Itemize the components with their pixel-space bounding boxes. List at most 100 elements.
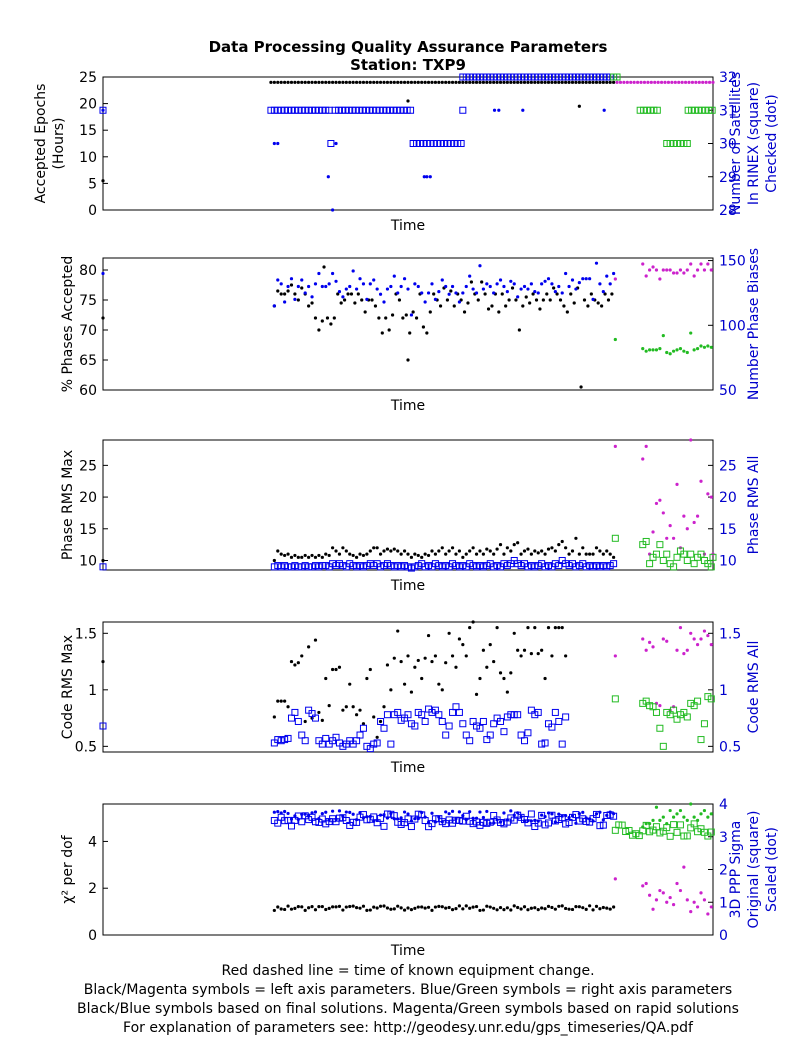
data-point — [365, 297, 369, 302]
data-point-square — [659, 556, 667, 564]
data-point — [540, 80, 544, 84]
data-point — [540, 648, 544, 652]
panel-1: 0 5 10 15 20 25 28 29 30 31 32 Time Accepted Epochs(… — [33, 70, 780, 234]
data-point — [372, 715, 376, 719]
data-point — [468, 549, 472, 553]
data-point — [444, 80, 448, 84]
data-point — [409, 908, 414, 912]
data-point — [675, 648, 679, 652]
data-point — [375, 546, 379, 550]
data-point — [375, 906, 379, 910]
data-point — [283, 907, 287, 912]
data-point — [517, 328, 521, 332]
data-point — [553, 907, 557, 911]
data-point — [546, 811, 551, 815]
data-point — [648, 268, 652, 272]
data-point — [615, 80, 619, 84]
data-point — [445, 298, 450, 302]
data-point — [584, 80, 588, 84]
data-point — [500, 292, 504, 296]
y-axis-label-right: Scaled (dot) — [764, 827, 780, 912]
data-point — [307, 80, 311, 84]
data-point — [375, 80, 379, 84]
left-tick-label: 25 — [79, 70, 97, 86]
data-point — [293, 814, 297, 818]
data-point — [572, 301, 576, 305]
data-point — [509, 809, 513, 813]
data-point — [659, 80, 664, 84]
data-point — [428, 310, 432, 314]
data-point-square — [707, 695, 715, 703]
data-point-square — [404, 711, 412, 719]
data-point — [502, 811, 506, 815]
data-point — [399, 284, 403, 289]
data-point — [632, 80, 636, 84]
data-point — [651, 265, 655, 269]
data-point — [699, 812, 703, 816]
data-point — [558, 298, 563, 302]
data-point — [702, 898, 707, 902]
data-point — [296, 555, 300, 559]
data-point — [498, 820, 503, 824]
data-point — [641, 637, 645, 641]
data-point — [550, 282, 554, 286]
data-point — [310, 301, 314, 305]
data-point — [648, 348, 652, 352]
data-point — [629, 80, 633, 84]
data-point — [438, 304, 443, 308]
right-tick-label: 15 — [719, 522, 737, 538]
data-point — [289, 659, 294, 664]
data-point — [334, 80, 338, 84]
footer-line-3: Black/Blue symbols based on final soluti… — [77, 1001, 739, 1017]
data-point — [272, 715, 276, 719]
data-point — [334, 549, 338, 553]
data-point — [483, 292, 487, 296]
data-point — [495, 818, 499, 822]
data-point — [594, 546, 599, 550]
data-point — [516, 905, 520, 910]
data-point — [702, 268, 707, 272]
data-point — [360, 298, 364, 302]
left-tick-label: 70 — [79, 323, 97, 339]
data-point-square — [555, 717, 563, 725]
data-point — [289, 907, 294, 911]
data-point — [654, 268, 659, 272]
data-point — [320, 555, 324, 559]
data-point — [464, 654, 468, 658]
right-tick-label: 2 — [719, 863, 728, 879]
data-point — [365, 676, 369, 681]
data-point — [474, 80, 479, 84]
data-point — [344, 549, 348, 553]
data-point — [642, 80, 647, 84]
data-point — [522, 648, 527, 652]
data-point — [550, 905, 554, 910]
data-point — [385, 906, 390, 910]
left-tick-label: 60 — [79, 383, 97, 399]
right-tick-label: 1 — [719, 895, 728, 911]
data-point-square — [490, 720, 498, 728]
data-point — [683, 80, 688, 84]
data-point — [365, 815, 369, 819]
data-point — [668, 808, 672, 813]
y-axis-label-right: Phase RMS All — [746, 456, 762, 555]
data-point — [594, 80, 599, 84]
data-point — [351, 553, 355, 558]
data-point — [337, 665, 342, 669]
data-point — [351, 904, 355, 908]
data-point — [430, 80, 434, 84]
data-point — [608, 907, 612, 911]
data-point — [303, 553, 307, 558]
data-point — [469, 280, 473, 284]
data-point — [529, 80, 533, 84]
data-point — [495, 626, 499, 630]
data-point — [416, 905, 420, 909]
data-point — [675, 482, 679, 486]
y-axis-label-left: Code RMS Max — [60, 635, 76, 739]
data-point — [577, 811, 581, 816]
data-point — [711, 80, 715, 84]
data-point — [385, 663, 390, 667]
data-point — [457, 549, 462, 553]
data-point — [341, 708, 345, 712]
data-point — [423, 815, 427, 819]
data-point — [567, 552, 571, 556]
